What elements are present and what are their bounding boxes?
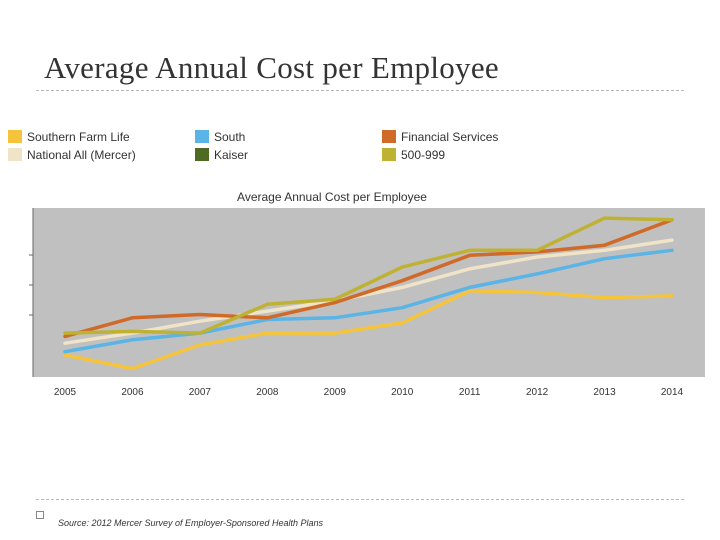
x-tick-label-2010: 2010 <box>391 387 414 398</box>
series-line-southern-farm-life <box>63 289 674 371</box>
legend-item-southern-farm-life: Southern Farm Life <box>8 130 130 144</box>
legend-swatch-southern-farm-life <box>8 130 22 143</box>
x-tick-label-2011: 2011 <box>459 387 481 398</box>
x-axis-tick-labels: 2005 2006 2007 2008 2009 2010 2011 2012 2013 2014 <box>54 387 684 398</box>
chart-legend: Southern Farm Life National All (Mercer) S… <box>8 130 498 162</box>
line-chart: Southern Farm Life National All (Mercer) S… <box>8 130 705 398</box>
legend-label-southern-farm-life: Southern Farm Life <box>27 130 130 144</box>
legend-item-500-999: 500-999 <box>382 148 445 162</box>
footer-divider <box>36 499 684 500</box>
legend-swatch-south <box>195 130 209 143</box>
legend-label-south: South <box>214 130 245 144</box>
legend-item-south: South <box>195 130 245 144</box>
legend-swatch-national-all-mercer <box>8 148 22 161</box>
x-tick-label-2012: 2012 <box>526 387 549 398</box>
series-line-500-999 <box>63 216 674 335</box>
x-tick-label-2007: 2007 <box>189 387 212 398</box>
y-axis <box>29 208 34 377</box>
source-note: Source: 2012 Mercer Survey of Employer-S… <box>58 518 323 528</box>
legend-label-500-999: 500-999 <box>401 148 445 162</box>
series-line-national-all-mercer <box>63 238 674 345</box>
legend-swatch-financial-services <box>382 130 396 143</box>
legend-item-national-all-mercer: National All (Mercer) <box>8 148 136 162</box>
legend-item-kaiser: Kaiser <box>195 148 248 162</box>
x-tick-label-2006: 2006 <box>121 387 144 398</box>
series-lines <box>63 216 674 371</box>
chart-title: Average Annual Cost per Employee <box>237 190 427 204</box>
bullet-marker <box>36 511 44 519</box>
legend-label-kaiser: Kaiser <box>214 148 248 162</box>
x-tick-label-2013: 2013 <box>593 387 616 398</box>
x-tick-label-2014: 2014 <box>661 387 684 398</box>
x-tick-label-2009: 2009 <box>324 387 347 398</box>
x-tick-label-2008: 2008 <box>256 387 279 398</box>
series-line-financial-services <box>63 218 674 339</box>
slide-title: Average Annual Cost per Employee <box>44 50 499 85</box>
legend-swatch-kaiser <box>195 148 209 161</box>
x-tick-label-2005: 2005 <box>54 387 77 398</box>
series-line-south <box>63 248 674 354</box>
legend-item-financial-services: Financial Services <box>382 130 498 144</box>
title-divider <box>36 90 684 91</box>
legend-label-national-all-mercer: National All (Mercer) <box>27 148 136 162</box>
legend-label-financial-services: Financial Services <box>401 130 498 144</box>
legend-swatch-500-999 <box>382 148 396 161</box>
